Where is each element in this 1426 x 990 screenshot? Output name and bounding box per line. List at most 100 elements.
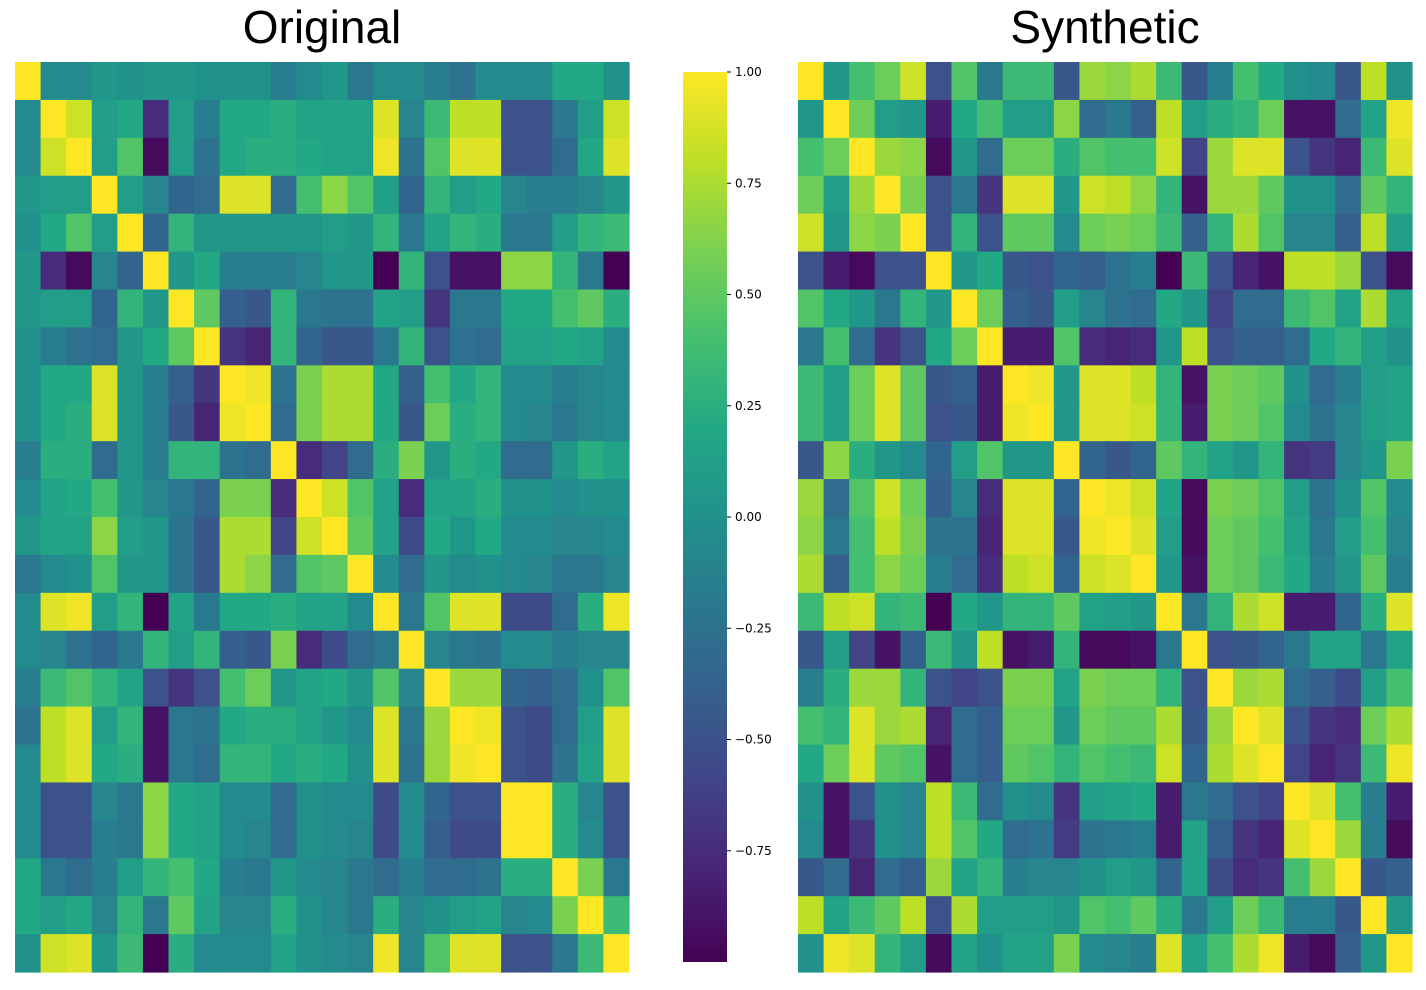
heatmap-cell	[449, 327, 477, 366]
heatmap-cell	[449, 668, 477, 708]
heatmap-cell	[475, 327, 502, 366]
heatmap-cell	[91, 517, 118, 556]
heatmap-cell	[900, 99, 927, 139]
heatmap-cell	[373, 744, 400, 784]
heatmap-cell	[798, 554, 825, 594]
heatmap-cell	[1360, 213, 1388, 253]
heatmap-cell	[1258, 782, 1285, 821]
heatmap-cell	[798, 441, 825, 480]
heatmap-cell	[168, 820, 195, 859]
heatmap-cell	[1079, 934, 1106, 973]
heatmap-cell	[1284, 820, 1311, 859]
heatmap-cell	[194, 668, 221, 708]
heatmap-cell	[1002, 441, 1029, 480]
heatmap-cell	[194, 175, 221, 215]
heatmap-cell	[603, 213, 630, 253]
heatmap-cell	[501, 99, 528, 139]
heatmap-cell	[823, 668, 850, 708]
heatmap-cell	[798, 858, 825, 897]
heatmap-cell	[15, 934, 42, 973]
heatmap-cell	[1130, 592, 1157, 632]
heatmap-cell	[1258, 289, 1285, 329]
heatmap-cell	[1105, 706, 1132, 746]
heatmap-cell	[475, 706, 502, 746]
heatmap-cell	[398, 630, 425, 670]
heatmap-cell	[874, 289, 901, 329]
heatmap-cell	[1181, 630, 1208, 670]
heatmap-cell	[1079, 62, 1106, 101]
heatmap-cell	[322, 441, 349, 480]
heatmap-cell	[1130, 820, 1157, 859]
heatmap-cell	[577, 554, 605, 594]
heatmap-cell	[874, 592, 901, 632]
heatmap-cell	[925, 934, 953, 973]
heatmap-cell	[951, 327, 978, 366]
heatmap-cell	[1105, 251, 1132, 291]
heatmap-cell	[900, 782, 927, 821]
heatmap-cell	[1002, 554, 1029, 594]
heatmap-cell	[245, 934, 272, 973]
heatmap-cell	[1386, 289, 1413, 329]
heatmap-cell	[398, 213, 425, 253]
heatmap-cell	[1156, 934, 1183, 973]
heatmap-cell	[1386, 403, 1413, 442]
heatmap-cell	[1232, 744, 1260, 784]
heatmap-cell	[1360, 289, 1388, 329]
heatmap-cell	[322, 896, 349, 935]
heatmap-cell	[398, 327, 425, 366]
heatmap-cell	[577, 517, 605, 556]
heatmap-cell	[552, 62, 579, 101]
heatmap-cell	[900, 517, 927, 556]
heatmap-cell	[526, 479, 553, 518]
heatmap-cell	[117, 62, 144, 101]
heatmap-cell	[449, 858, 477, 897]
heatmap-cell	[1258, 213, 1285, 253]
heatmap-cell	[1335, 554, 1362, 594]
heatmap-cell	[1309, 554, 1336, 594]
heatmap-cell	[1181, 896, 1208, 935]
heatmap-cell	[552, 441, 579, 480]
heatmap-cell	[1079, 327, 1106, 366]
heatmap-cell	[424, 858, 451, 897]
heatmap-cell	[1028, 327, 1055, 366]
heatmap-cell	[925, 782, 953, 821]
heatmap-cell	[526, 327, 553, 366]
heatmap-cell	[1053, 744, 1081, 784]
heatmap-cell	[1079, 858, 1106, 897]
heatmap-cell	[91, 592, 118, 632]
heatmap-cell	[40, 403, 67, 442]
heatmap-cell	[449, 554, 477, 594]
heatmap-cell	[66, 668, 93, 708]
heatmap-cell	[1079, 137, 1106, 177]
heatmap-cell	[1207, 137, 1234, 177]
heatmap-cell	[1002, 99, 1029, 139]
heatmap-cell	[1130, 327, 1157, 366]
heatmap-cell	[1130, 668, 1157, 708]
heatmap-cell	[270, 137, 298, 177]
heatmap-cell	[526, 782, 553, 821]
heatmap-cell	[1181, 479, 1208, 518]
heatmap-cell	[501, 934, 528, 973]
heatmap-cell	[1156, 403, 1183, 442]
heatmap-cell	[142, 479, 170, 518]
heatmap-cell	[142, 668, 170, 708]
heatmap-cell	[1335, 668, 1362, 708]
heatmap-cell	[424, 99, 451, 139]
heatmap-cell	[1181, 213, 1208, 253]
heatmap-cell	[1258, 137, 1285, 177]
heatmap-cell	[117, 327, 144, 366]
heatmap-cell	[1258, 820, 1285, 859]
heatmap-cell	[142, 517, 170, 556]
heatmap-cell	[900, 403, 927, 442]
heatmap-cell	[398, 782, 425, 821]
heatmap-cell	[900, 479, 927, 518]
heatmap-cell	[245, 441, 272, 480]
heatmap-cell	[424, 820, 451, 859]
heatmap-cell	[1053, 896, 1081, 935]
heatmap-cell	[168, 251, 195, 291]
heatmap-cell	[798, 896, 825, 935]
heatmap-cell	[1053, 403, 1081, 442]
heatmap-cell	[424, 554, 451, 594]
heatmap-cell	[117, 592, 144, 632]
heatmap-cell	[398, 744, 425, 784]
